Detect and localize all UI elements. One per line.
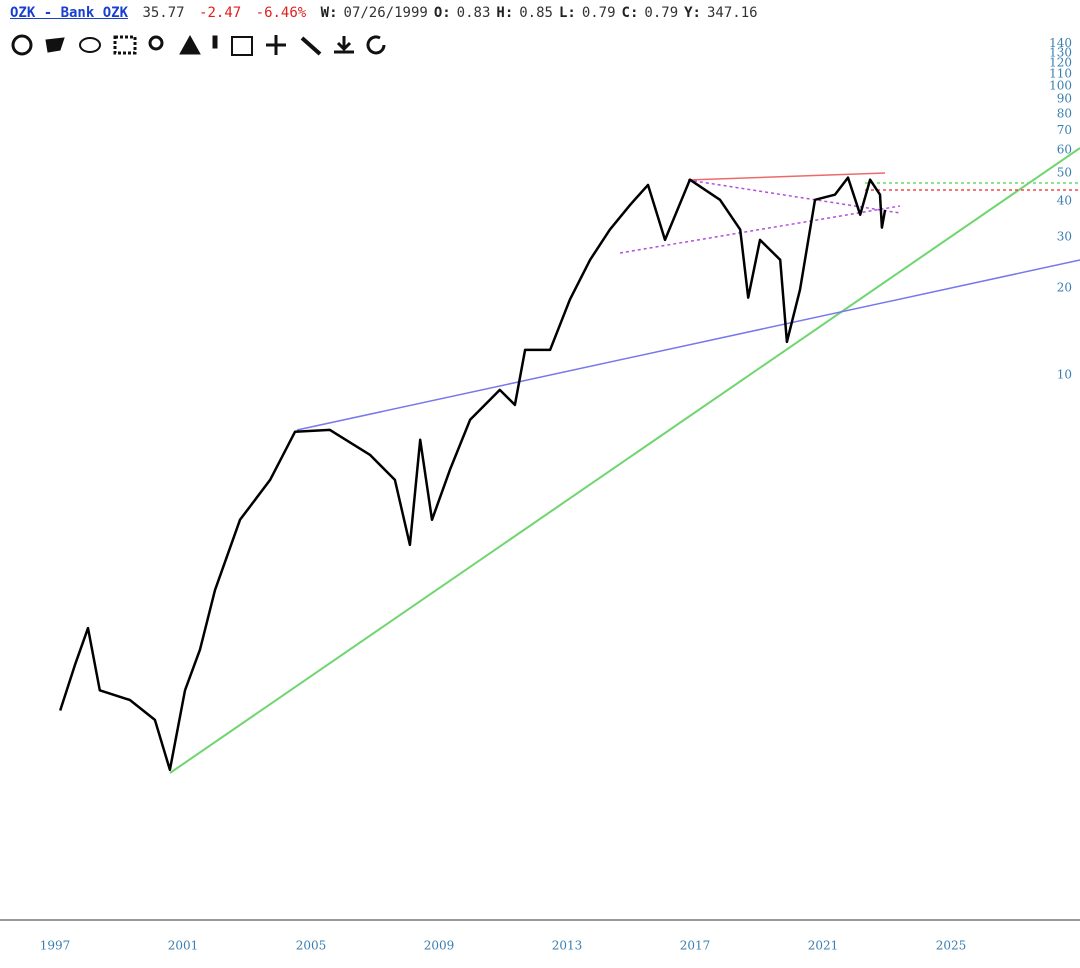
symbol-link[interactable]: OZK - Bank OZK (10, 5, 129, 21)
trendline (296, 259, 1080, 431)
list-icon[interactable] (113, 35, 137, 55)
field-label: O: (433, 5, 451, 21)
field-value: 0.85 (519, 5, 553, 21)
ohlc-fields: W: 07/26/1999 O: 0.83 H: 0.85 L: 0.79 C: 0.79 Y: 34… (321, 5, 764, 21)
trendline (687, 172, 886, 181)
x-tick-label: 2013 (552, 939, 583, 953)
field-value: 0.79 (644, 5, 679, 21)
price-line (59, 176, 887, 772)
toolbar (11, 34, 386, 56)
comment-icon[interactable] (79, 37, 101, 53)
download-icon[interactable] (334, 36, 354, 54)
y-tick-label: 90 (1057, 91, 1072, 105)
link-icon[interactable] (300, 36, 322, 56)
move-icon[interactable] (266, 35, 286, 55)
y-tick-label: 110 (1049, 66, 1072, 80)
y-tick-label: 40 (1057, 193, 1072, 207)
field-label: H: (496, 5, 514, 21)
field-value: 07/26/1999 (343, 5, 428, 21)
trendline (169, 147, 1080, 774)
refresh-icon[interactable] (366, 35, 386, 55)
field-label: C: (621, 5, 639, 21)
trendlines (169, 147, 1080, 774)
x-tick-label: 2017 (680, 939, 711, 953)
y-tick-label: 10 (1057, 367, 1072, 381)
y-tick-label: 20 (1057, 280, 1072, 294)
field-value: 0.83 (456, 5, 491, 21)
exclaim-icon[interactable] (212, 35, 218, 49)
y-tick-label: 130 (1049, 45, 1072, 59)
x-tick-label: 2009 (424, 939, 455, 953)
field-label: L: (558, 5, 576, 21)
alert-icon[interactable] (179, 34, 201, 55)
y-tick-label: 70 (1057, 123, 1072, 137)
last-price: 35.77 (142, 5, 185, 21)
dashboard-icon[interactable] (11, 34, 33, 56)
calendar-icon[interactable] (231, 36, 253, 56)
y-tick-label: 50 (1057, 165, 1072, 179)
field-label: Y: (684, 5, 701, 21)
y-tick-label: 100 (1049, 78, 1072, 92)
x-tick-label: 2025 (936, 939, 967, 953)
field-value: 347.16 (706, 5, 758, 21)
y-tick-label: 30 (1057, 229, 1072, 243)
quote-header: OZK - Bank OZK 35.77 -2.47 -6.46% W: 07/2… (10, 5, 770, 21)
y-tick-label: 80 (1057, 106, 1072, 120)
y-tick-label: 140 (1049, 36, 1072, 50)
field-value: 0.79 (581, 5, 616, 21)
y-tick-label: 60 (1057, 142, 1072, 156)
x-tick-label: 2021 (808, 939, 839, 953)
x-tick-label: 1997 (40, 939, 71, 953)
x-tick-label: 2001 (168, 939, 199, 953)
change-pct: -6.46% (255, 5, 307, 21)
search-icon[interactable] (148, 35, 164, 51)
x-tick-label: 2005 (296, 939, 327, 953)
y-tick-label: 120 (1049, 55, 1072, 69)
field-label: W: (320, 5, 338, 21)
trendline (619, 205, 901, 254)
twitter-icon[interactable] (45, 37, 65, 53)
change: -2.47 (199, 5, 242, 21)
